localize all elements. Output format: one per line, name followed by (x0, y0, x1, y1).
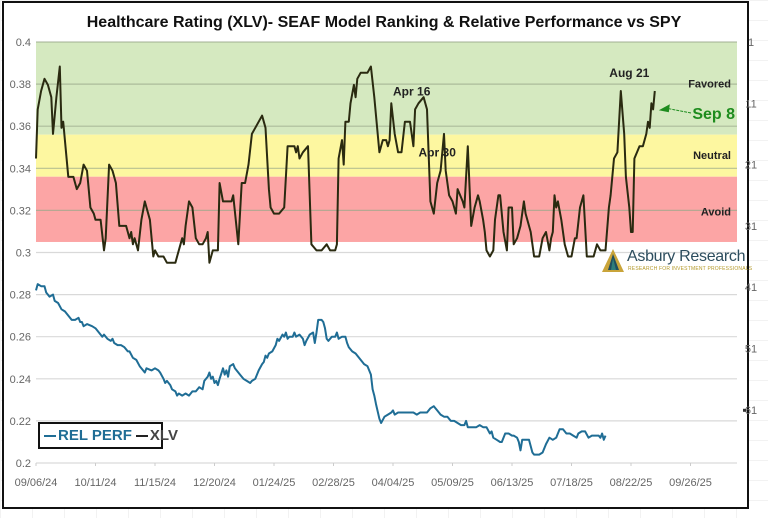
x-axis-tick-label: 12/20/24 (193, 477, 236, 489)
right-axis-tick-label: 31 (745, 221, 757, 233)
band-label-avoid: Avoid (701, 207, 731, 219)
left-axis-tick-label: 0.36 (10, 121, 31, 133)
annotation-aug-21: Aug 21 (609, 66, 649, 80)
band-avoid (36, 176, 737, 242)
right-axis-tick-label: 61 (745, 405, 757, 417)
left-axis-tick-label: 0.22 (10, 416, 31, 428)
left-axis-tick-label: 0.32 (10, 205, 31, 217)
band-favored (36, 42, 737, 135)
left-axis-tick-label: 0.2 (16, 458, 31, 470)
x-axis-tick-label: 08/22/25 (610, 477, 653, 489)
band-label-neutral: Neutral (693, 150, 731, 162)
x-axis-tick-label: 05/09/25 (431, 477, 474, 489)
left-axis-tick-label: 0.24 (10, 374, 31, 386)
right-axis-tick-label: 41 (745, 282, 757, 294)
left-axis-tick-label: 0.34 (10, 163, 31, 175)
left-axis-tick-label: 0.26 (10, 332, 31, 344)
legend-swatch-rel-perf (44, 435, 56, 438)
logo-tagline: RESEARCH FOR INVESTMENT PROFESSIONALS (628, 266, 753, 272)
x-axis-tick-label: 10/11/24 (74, 477, 116, 489)
left-axis-tick-label: 0.3 (16, 248, 31, 260)
right-axis-tick-label: 11 (745, 98, 756, 110)
annotation-apr-30: Apr 30 (419, 146, 457, 160)
x-axis-tick-label: 11/15/24 (134, 477, 176, 489)
x-axis-tick-label: 04/04/25 (372, 477, 415, 489)
right-axis-tick-label: 21 (745, 160, 757, 172)
band-label-favored: Favored (688, 78, 731, 90)
chart-title: Healthcare Rating (XLV)- SEAF Model Rank… (86, 14, 682, 31)
legend-item-xlv: XLV (135, 427, 178, 444)
legend-swatch-xlv (135, 435, 148, 438)
annotation-apr-16: Apr 16 (393, 84, 431, 98)
right-axis-tick-label: 1 (748, 37, 754, 49)
annotation-sep-8: Sep 8 (692, 106, 735, 123)
annotation-arrow-head-icon (658, 104, 670, 113)
x-axis-tick-label: 09/26/25 (669, 477, 712, 489)
x-axis-tick-label: 06/13/25 (491, 477, 534, 489)
axis-marker (743, 408, 746, 412)
x-axis-tick-label: 02/28/25 (312, 477, 355, 489)
x-axis-tick-label: 07/18/25 (550, 477, 593, 489)
legend-item-rel-perf: REL PERF (44, 427, 132, 444)
legend-label-rel-perf: REL PERF (58, 427, 132, 444)
left-axis-tick-label: 0.28 (10, 290, 31, 302)
logo-mark-icon (602, 249, 624, 272)
left-axis-tick-label: 0.4 (16, 37, 31, 49)
x-axis-tick-label: 01/24/25 (253, 477, 296, 489)
right-axis-tick-label: 51 (745, 344, 757, 356)
series-line-rel-perf (35, 283, 607, 456)
annotation-arrow-line (666, 107, 692, 114)
left-axis-tick-label: 0.38 (10, 79, 31, 91)
legend-label-xlv: XLV (149, 427, 178, 444)
logo-name: Asbury Research (627, 248, 746, 265)
chart-legend: REL PERF XLV (38, 422, 178, 449)
asbury-research-logo: Asbury Research RESEARCH FOR INVESTMENT … (601, 248, 752, 276)
x-axis-tick-label: 09/06/24 (15, 477, 58, 489)
series-line-xlv (35, 65, 656, 264)
